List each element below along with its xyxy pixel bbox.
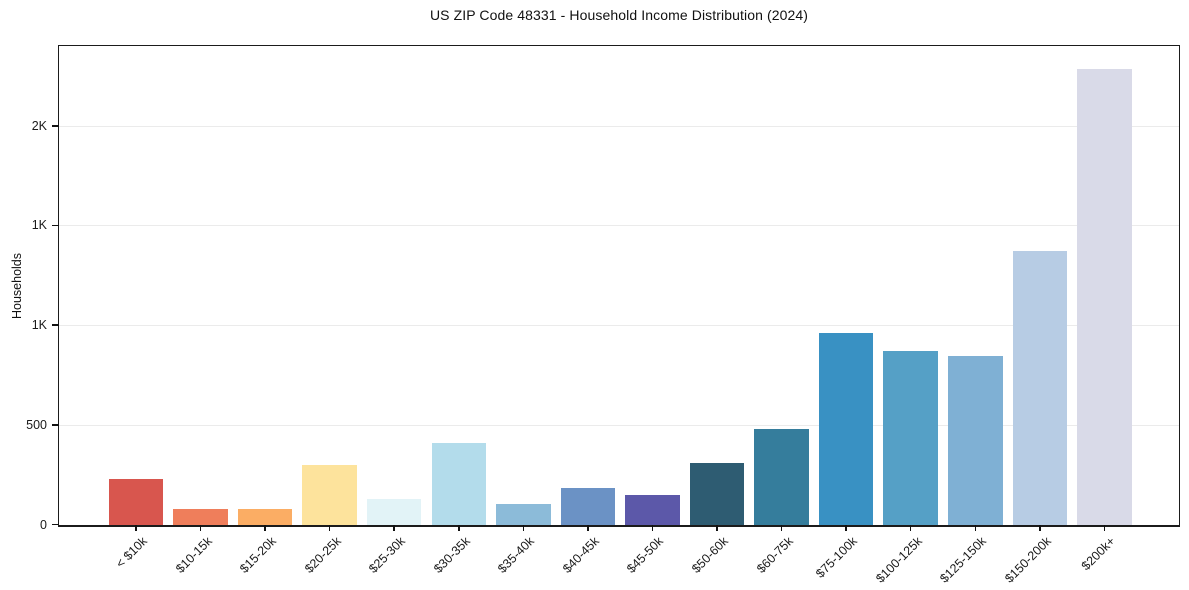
x-axis-tick (135, 525, 137, 531)
y-axis-tick (52, 125, 59, 127)
x-axis-tick (909, 525, 912, 531)
gridline (59, 225, 1179, 227)
bar-12 (883, 350, 938, 525)
plot-area: 0 500 1K 1K 2K < $10k $10-15k $15-20k $20-25k $25… (26, 45, 1180, 586)
x-axis-tick (522, 525, 525, 531)
bar-1 (173, 509, 228, 525)
x-axis-tick (264, 525, 266, 531)
bar-14 (1012, 250, 1068, 525)
x-axis-tick (458, 525, 460, 531)
y-axis-tick (52, 224, 59, 227)
y-axis-label: Households (10, 252, 24, 320)
x-axis-tick (651, 525, 654, 531)
bar-0 (108, 479, 164, 525)
bar-10 (754, 429, 809, 525)
bar-2 (237, 509, 293, 525)
x-axis-tick (587, 525, 589, 531)
x-axis-tick (328, 525, 331, 531)
y-tick-label: 500 (26, 417, 47, 432)
y-axis-tick (52, 523, 59, 526)
gridline (59, 125, 1179, 127)
chart-title: US ZIP Code 48331 - Household Income Dis… (429, 7, 809, 23)
y-tick-label: 1K (31, 218, 47, 233)
y-tick-label: 1K (31, 318, 47, 333)
bar-4 (366, 499, 422, 525)
x-axis-tick (1103, 525, 1106, 531)
bar-8 (625, 495, 680, 525)
y-axis-tick (52, 324, 59, 326)
bar-15 (1077, 69, 1132, 525)
bar-11 (818, 332, 874, 525)
x-axis-tick (199, 525, 202, 531)
y-tick-label: 0 (40, 517, 47, 532)
bar-5 (431, 443, 487, 525)
bar-7 (560, 488, 616, 525)
x-axis-tick (1039, 525, 1041, 531)
x-axis-tick (780, 525, 783, 531)
bar-6 (496, 504, 551, 525)
y-axis-tick (52, 424, 59, 426)
x-axis-tick (845, 525, 847, 531)
x-axis-tick (393, 525, 395, 531)
gridline (59, 424, 1179, 426)
gridline (59, 325, 1179, 327)
bar-3 (302, 465, 357, 525)
x-axis-tick (716, 525, 718, 531)
x-tick-label: < $10k (113, 534, 150, 571)
x-axis-tick (974, 525, 977, 531)
y-tick-label: 2K (31, 118, 47, 133)
bar-9 (689, 463, 745, 525)
bar-13 (948, 355, 1003, 525)
